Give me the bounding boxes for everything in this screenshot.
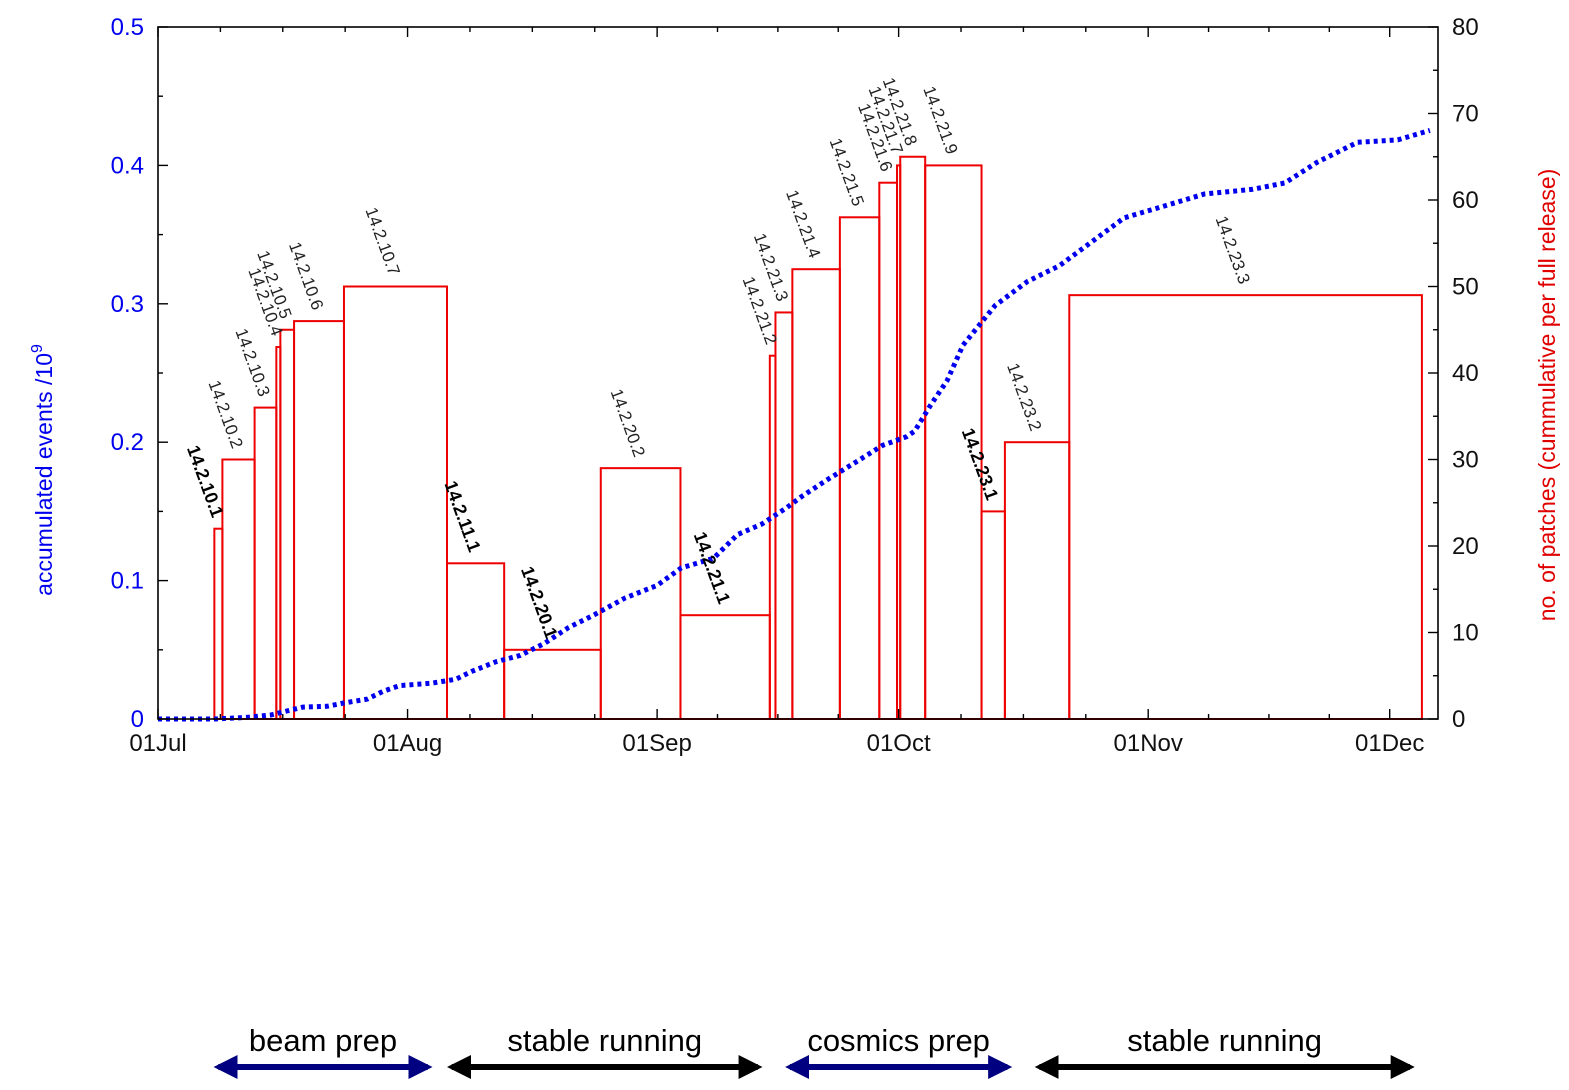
release-label: 14.2.10.1 [183, 443, 227, 520]
period-annotations: beam prep stable running cosmics prep stabl… [213, 1023, 1415, 1079]
x-tick-label: 01Oct [867, 730, 931, 757]
y-axis-left-label: accumulated events /109 [29, 344, 57, 596]
release-label: 14.2.21.1 [690, 529, 734, 606]
y-right-tick-label: 80 [1452, 14, 1479, 41]
y-axis-left-label-text: accumulated events /10 [31, 353, 57, 596]
y-right-tick-label: 60 [1452, 187, 1479, 214]
x-tick-label: 01Jul [129, 730, 186, 757]
y-right-tick-label: 40 [1452, 360, 1479, 387]
release-label: 14.2.21.5 [826, 136, 868, 209]
y-left-tick-label: 0.3 [111, 291, 144, 318]
release-bar [980, 510, 1006, 720]
release-label: 14.2.23.2 [1003, 360, 1045, 433]
x-tick-label: 01Nov [1114, 730, 1183, 757]
period-label: cosmics prep [807, 1023, 990, 1058]
y-right-tick-label: 0 [1452, 706, 1465, 733]
x-tick-label: 01Sep [622, 730, 691, 757]
y-left-tick-label: 0.5 [111, 14, 144, 41]
y-axis-left-label-sup: 9 [29, 344, 46, 353]
release-label: 14.2.23.1 [958, 425, 1002, 502]
release-label: 14.2.10.7 [361, 205, 403, 278]
release-bar [679, 614, 771, 721]
release-bar [838, 216, 881, 721]
release-label: 14.2.21.9 [919, 84, 961, 157]
y-axis-right-label: no. of patches (cummulative per full rel… [1534, 169, 1560, 622]
period-label: stable running [507, 1023, 702, 1058]
release-bar [279, 328, 296, 720]
release-bar [446, 562, 506, 720]
release-label: 14.2.20.1 [517, 564, 561, 641]
axes: 0 0.1 0.2 0.3 0.4 0.5 0 10 20 30 40 50 60 70 80 01Jul 01… [111, 14, 1479, 757]
release-bar [342, 285, 449, 720]
period-label: stable running [1127, 1023, 1322, 1058]
release-label: 14.2.20.2 [607, 386, 649, 459]
x-tick-label: 01Aug [373, 730, 442, 757]
release-bar [503, 648, 602, 720]
release-bar [1068, 294, 1423, 720]
y-right-tick-label: 70 [1452, 101, 1479, 128]
y-right-tick-label: 30 [1452, 447, 1479, 474]
y-right-tick-label: 10 [1452, 620, 1479, 647]
release-bar [253, 406, 278, 720]
release-label: 14.2.10.3 [231, 326, 273, 399]
y-left-tick-label: 0.1 [111, 568, 144, 595]
y-right-tick-label: 50 [1452, 274, 1479, 301]
y-left-tick-label: 0.4 [111, 152, 144, 179]
release-bar [221, 458, 256, 720]
plot-frame [157, 26, 1439, 720]
x-tick-label: 01Dec [1355, 730, 1424, 757]
release-bar [791, 268, 841, 720]
y-left-tick-label: 0 [131, 706, 144, 733]
release-bar [293, 320, 345, 720]
release-bar [1003, 441, 1071, 720]
release-bar [213, 527, 224, 721]
release-label: 14.2.10.2 [204, 378, 246, 451]
period-label: beam prep [249, 1023, 397, 1058]
release-bar [878, 181, 899, 720]
release-label: 14.2.21.4 [782, 187, 824, 260]
y-left-tick-label: 0.2 [111, 429, 144, 456]
y-right-tick-label: 20 [1452, 533, 1479, 560]
release-label: 14.2.23.3 [1212, 213, 1254, 286]
